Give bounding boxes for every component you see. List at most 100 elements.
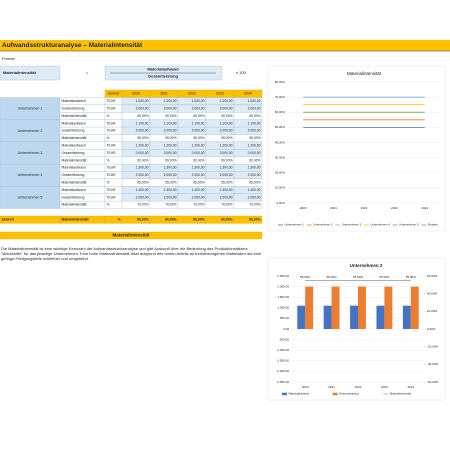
y2-tick-label: -40,00% [427, 362, 439, 366]
summary-text: Zielwert [2, 218, 15, 222]
cell-text: 70,00% [137, 203, 148, 207]
cell-text: 1.000,00 [164, 99, 177, 103]
cell-text: 65,00% [137, 180, 148, 184]
cell-text: TEUR [107, 173, 117, 177]
cell-text: TEUR [107, 195, 117, 199]
chart-title: Materialintensität [347, 71, 382, 76]
legend-label: Zielwert [428, 223, 438, 227]
y-tick-label: -500,00 [279, 337, 290, 341]
chart-frame [267, 65, 446, 232]
cell-text: 1.000,00 [136, 99, 149, 103]
summary-text: 60,00% [193, 218, 204, 222]
cell-text: 1.400,00 [136, 188, 149, 192]
cell-text: TEUR [107, 121, 117, 125]
cell-text: 70,00% [165, 203, 176, 207]
group-name: Unternehmen 4 [18, 173, 43, 177]
y2-tick-label: 60,00% [427, 274, 438, 278]
cell-text: 1.400,00 [220, 188, 233, 192]
cell-text: 2.000,00 [220, 195, 233, 199]
value-label: 55,00% [353, 275, 364, 279]
y-tick-label: -1.000,00 [276, 348, 289, 352]
formula-label: Formel: [2, 56, 16, 61]
column-header: Einheit [108, 92, 119, 96]
cell-text: 2.000,00 [248, 151, 261, 155]
formula-lhs [0, 65, 61, 81]
legend-label: Unternehmen 4 [371, 223, 391, 227]
cell-text: Materialintensität [62, 180, 87, 184]
legend-label: Unternehmen 5 [399, 223, 419, 227]
cell-text: 1.000,00 [220, 99, 233, 103]
y-tick-label: -1.500,00 [276, 359, 289, 363]
value-label: 55,00% [406, 275, 417, 279]
x-tick-label: 2020 [302, 385, 309, 389]
y2-tick-label: 20,00% [427, 309, 438, 313]
y-tick-label: 80,00% [275, 80, 286, 84]
cell-text: 60,00% [137, 158, 148, 162]
cell-text: 50,00% [165, 114, 176, 118]
section-header [0, 231, 263, 240]
cell-text: 2.000,00 [220, 173, 233, 177]
cell-text: TEUR [107, 106, 117, 110]
cell-text: % [107, 203, 110, 207]
cell-text: 2.000,00 [136, 173, 149, 177]
cell-text: 1.100,00 [192, 121, 205, 125]
bar [297, 305, 306, 329]
group-name: Unternehmen 1 [18, 107, 43, 111]
cell-text: % [107, 180, 110, 184]
cell-text: Materialintensität [62, 203, 87, 207]
cell-text: 1.300,00 [192, 166, 205, 170]
cell-text: 2.000,00 [164, 106, 177, 110]
cell-text: 60,00% [221, 158, 232, 162]
y-tick-label: 20,00% [275, 171, 286, 175]
y-tick-label: 1.000,00 [277, 306, 289, 310]
cell-text: 2.000,00 [192, 173, 205, 177]
cell-text: TEUR [107, 129, 117, 133]
formula-eq: = [86, 70, 89, 75]
cell-text: 2.000,00 [164, 195, 177, 199]
cell-text: 1.000,00 [192, 99, 205, 103]
y-tick-label: 40,00% [275, 140, 286, 144]
bar [384, 286, 393, 329]
legend-label: Materialaufwand [289, 392, 310, 396]
description: Die Materialintensität ist eine wichtige… [1, 246, 262, 261]
y2-tick-label: 0,00% [427, 327, 436, 331]
cell-text: Materialintensität [62, 136, 87, 140]
bar [376, 305, 385, 329]
cell-text: 1.100,00 [164, 121, 177, 125]
value-label: 55,00% [379, 275, 390, 279]
group-name: Unternehmen 5 [18, 195, 43, 199]
x-tick-label: 2022 [355, 385, 362, 389]
y2-tick-label: -60,00% [427, 380, 439, 384]
cell-text: 60,00% [165, 158, 176, 162]
cell-text: 1.100,00 [136, 121, 149, 125]
cell-text: 1.200,00 [164, 143, 177, 147]
y-tick-label: 2.500,00 [277, 274, 289, 278]
summary-text: 60,00% [249, 218, 260, 222]
y-tick-label: -2.000,00 [276, 369, 289, 373]
cell-text: % [107, 136, 110, 140]
cell-text: 65,00% [249, 180, 260, 184]
cell-text: 1.300,00 [220, 166, 233, 170]
bar [305, 286, 314, 329]
cell-text: 60,00% [249, 158, 260, 162]
page-title: Aufwandsstrukturanalyse – Materialintens… [2, 42, 143, 49]
cell-text: 2.000,00 [164, 129, 177, 133]
column-header: 2021 [160, 92, 168, 96]
y-tick-label: 50,00% [275, 125, 286, 129]
cell-text: 50,00% [221, 114, 232, 118]
cell-text: 1.100,00 [220, 121, 233, 125]
cell-text: 1.400,00 [164, 188, 177, 192]
value-label: 55,00% [327, 275, 338, 279]
cell-text: TEUR [107, 151, 117, 155]
column-header: 2024 [244, 92, 252, 96]
cell-text: 2.000,00 [220, 129, 233, 133]
y-tick-label: 2.000,00 [277, 284, 289, 288]
y-tick-label: 10,00% [275, 186, 286, 190]
formula-num: Materialaufwand [147, 67, 179, 72]
cell-text: Gesamtleistung [62, 106, 85, 110]
cell-text: 2.000,00 [248, 195, 261, 199]
x-tick-label: 2024 [407, 385, 414, 389]
cell-text: 1.200,00 [220, 143, 233, 147]
cell-text: 2.000,00 [136, 151, 149, 155]
